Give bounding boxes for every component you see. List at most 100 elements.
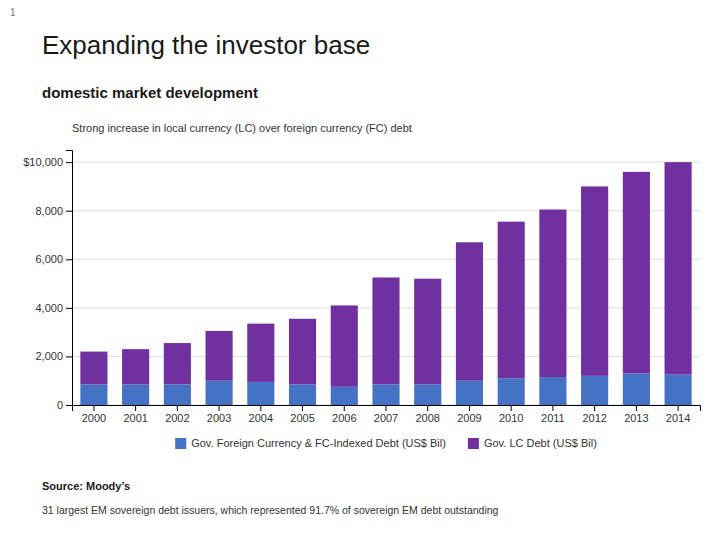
bar bbox=[122, 384, 149, 405]
bar bbox=[623, 373, 650, 405]
bar bbox=[623, 172, 650, 374]
tick-mark bbox=[427, 405, 428, 411]
bar bbox=[206, 331, 233, 381]
bar bbox=[247, 324, 274, 382]
tick: 2000 bbox=[82, 405, 106, 424]
bar bbox=[665, 375, 692, 405]
tick: 2007 bbox=[374, 405, 398, 424]
tick-mark bbox=[344, 405, 345, 411]
bar bbox=[539, 377, 566, 405]
tick-label: 2001 bbox=[123, 412, 147, 424]
grid bbox=[72, 162, 700, 405]
tick-label: $10,000 bbox=[23, 156, 63, 168]
tick: 2006 bbox=[332, 405, 356, 424]
tick: 0 bbox=[57, 399, 72, 411]
bar bbox=[206, 381, 233, 405]
tick-mark bbox=[302, 405, 303, 411]
tick-label: 2007 bbox=[374, 412, 398, 424]
tick-mark bbox=[594, 405, 595, 411]
tick-mark bbox=[219, 405, 220, 411]
slide-number: 1 bbox=[10, 7, 16, 18]
tick-label: 2,000 bbox=[35, 350, 63, 362]
legend-label: Gov. LC Debt (US$ Bil) bbox=[484, 437, 597, 449]
x-axis: 2000 2001 2002 2003 2004 2005 2006 2007 2008 2009… bbox=[73, 405, 701, 424]
bar bbox=[80, 384, 107, 405]
bar bbox=[539, 210, 566, 378]
tick: 2,000 bbox=[35, 350, 72, 362]
tick-label: 2013 bbox=[624, 412, 648, 424]
bar bbox=[498, 378, 525, 405]
tick: 2002 bbox=[165, 405, 189, 424]
tick-mark bbox=[93, 405, 94, 411]
tick-label: 2010 bbox=[499, 412, 523, 424]
legend-item: Gov. Foreign Currency & FC-Indexed Debt … bbox=[175, 437, 446, 449]
bar bbox=[331, 387, 358, 405]
tick: 6,000 bbox=[35, 253, 72, 265]
tick: 2011 bbox=[541, 405, 565, 424]
bar bbox=[372, 384, 399, 405]
y-axis: 0 2,000 4,000 6,000 8,000 $10,000 bbox=[23, 151, 72, 412]
bar bbox=[581, 186, 608, 375]
bar bbox=[164, 343, 191, 384]
tick-label: 2000 bbox=[82, 412, 106, 424]
tick-label: 4,000 bbox=[35, 302, 63, 314]
tick: 2004 bbox=[249, 405, 273, 424]
axis-line bbox=[66, 151, 73, 406]
footnote: 31 largest EM sovereign debt issuers, wh… bbox=[42, 504, 499, 516]
tick-mark bbox=[66, 356, 72, 357]
tick-label: 2009 bbox=[457, 412, 481, 424]
tick: 2010 bbox=[499, 405, 523, 424]
tick-label: 2011 bbox=[541, 412, 565, 424]
tick: 2012 bbox=[582, 405, 606, 424]
title: Expanding the investor base bbox=[42, 30, 370, 60]
tick-label: 2006 bbox=[332, 412, 356, 424]
tick-mark bbox=[135, 405, 136, 411]
chart: 1 Expanding the investor base domestic mar… bbox=[0, 0, 720, 540]
bar bbox=[122, 349, 149, 384]
tick: $10,000 bbox=[23, 156, 72, 168]
bar bbox=[414, 384, 441, 405]
chart-caption: Strong increase in local currency (LC) o… bbox=[72, 122, 412, 134]
bar bbox=[247, 382, 274, 405]
tick-mark bbox=[66, 162, 72, 163]
tick-label: 2008 bbox=[415, 412, 439, 424]
bar bbox=[331, 305, 358, 386]
bar bbox=[414, 279, 441, 385]
tick-label: 8,000 bbox=[35, 205, 63, 217]
tick-mark bbox=[678, 405, 679, 411]
tick-mark bbox=[636, 405, 637, 411]
legend-label: Gov. Foreign Currency & FC-Indexed Debt … bbox=[191, 437, 446, 449]
tick: 8,000 bbox=[35, 205, 72, 217]
tick: 2001 bbox=[123, 405, 147, 424]
tick: 2014 bbox=[666, 405, 690, 424]
tick-label: 6,000 bbox=[35, 253, 63, 265]
bar bbox=[372, 278, 399, 385]
tick-mark bbox=[66, 308, 72, 309]
tick-mark bbox=[66, 405, 72, 406]
bar bbox=[289, 384, 316, 405]
tick-mark bbox=[66, 211, 72, 212]
legend-item: Gov. LC Debt (US$ Bil) bbox=[468, 437, 597, 449]
tick: 2009 bbox=[457, 405, 481, 424]
grid-line bbox=[72, 162, 700, 163]
bars bbox=[80, 162, 691, 405]
legend-swatch bbox=[468, 438, 479, 449]
tick: 2008 bbox=[415, 405, 439, 424]
tick-mark bbox=[260, 405, 261, 411]
bar bbox=[581, 376, 608, 405]
subtitle: domestic market development bbox=[42, 84, 258, 101]
legend: Gov. Foreign Currency & FC-Indexed Debt … bbox=[175, 437, 597, 449]
tick-mark bbox=[469, 405, 470, 411]
source: Source: Moody’s bbox=[42, 480, 130, 492]
tick-mark bbox=[177, 405, 178, 411]
tick-mark bbox=[511, 405, 512, 411]
bar bbox=[80, 352, 107, 385]
tick-label: 2005 bbox=[290, 412, 314, 424]
tick: 2003 bbox=[207, 405, 231, 424]
bar bbox=[456, 381, 483, 405]
tick-label: 2014 bbox=[666, 412, 690, 424]
axis-line bbox=[73, 406, 701, 412]
bar bbox=[164, 384, 191, 405]
bar bbox=[498, 222, 525, 379]
tick-mark bbox=[552, 405, 553, 411]
